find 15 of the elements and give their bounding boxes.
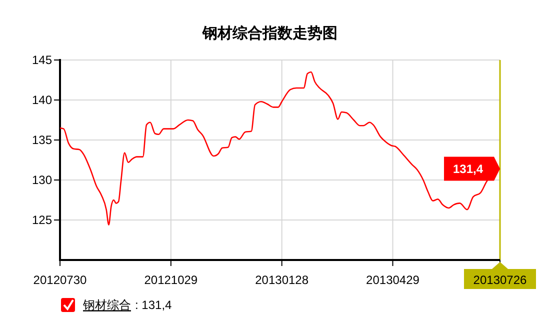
- chart-title: 钢材综合指数走势图: [202, 25, 338, 42]
- text: : 131,4: [135, 298, 172, 312]
- y-tick-label: 140: [32, 93, 52, 108]
- y-tick-label: 145: [32, 53, 52, 68]
- x-tick-label: 20120730: [33, 273, 88, 288]
- x-tick-label: 20121029: [144, 273, 198, 288]
- legend-label: 钢材综合: [82, 298, 131, 312]
- y-tick-label: 130: [32, 173, 52, 188]
- line-series: [59, 71, 501, 226]
- x-tick-label: 20130726: [473, 273, 528, 288]
- y-tick-label: 125: [32, 213, 52, 228]
- x-tick-label: 20130128: [255, 273, 309, 288]
- y-tick-label: 135: [32, 133, 52, 148]
- annotation: 131,4: [452, 162, 484, 176]
- x-tick-label: 20130429: [366, 273, 420, 288]
